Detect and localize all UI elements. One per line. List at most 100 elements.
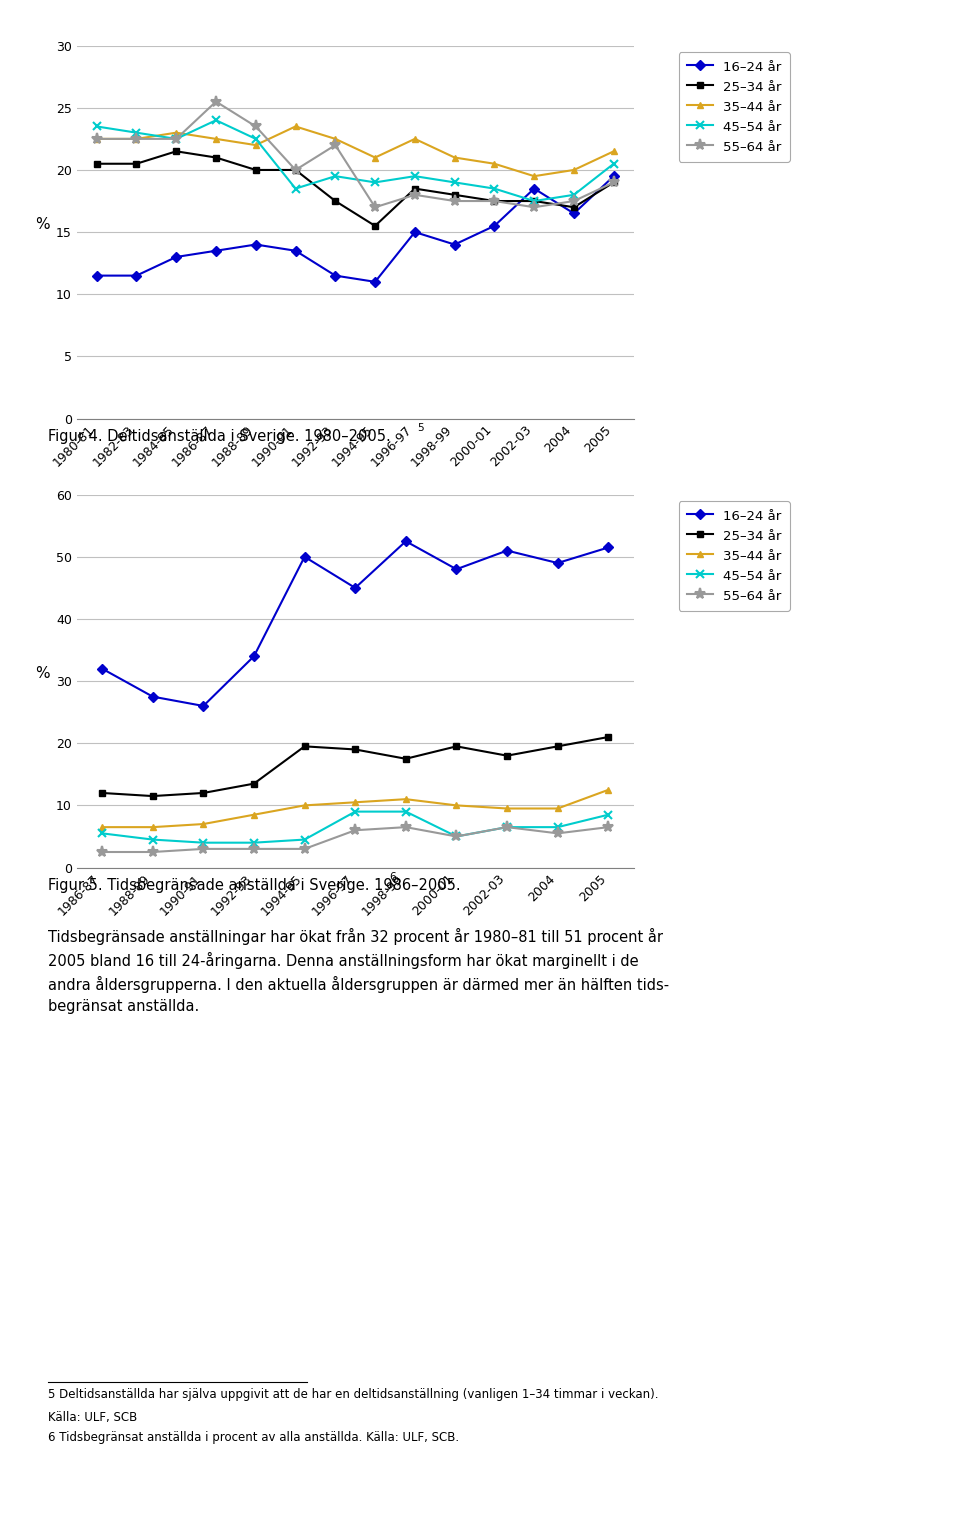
45–54 år: [450, 828, 462, 846]
35–44 år: [329, 129, 341, 148]
25–34 år: [290, 161, 301, 180]
25–34 år: [608, 174, 619, 192]
25–34 år: [171, 142, 182, 160]
Line: 55–64 år: 55–64 år: [91, 96, 619, 213]
45–54 år: [131, 123, 142, 142]
35–44 år: [210, 129, 222, 148]
25–34 år: [528, 192, 540, 210]
55–64 år: [603, 817, 614, 836]
25–34 år: [370, 216, 381, 234]
45–54 år: [329, 167, 341, 186]
25–34 år: [603, 728, 614, 746]
45–54 år: [409, 167, 420, 186]
55–64 år: [198, 840, 209, 858]
45–54 år: [608, 155, 619, 174]
55–64 år: [409, 186, 420, 204]
35–44 år: [370, 149, 381, 167]
45–54 år: [290, 180, 301, 198]
35–44 år: [409, 129, 420, 148]
16–24 år: [329, 266, 341, 285]
25–34 år: [249, 775, 260, 793]
45–54 år: [250, 129, 261, 148]
55–64 år: [290, 161, 301, 180]
16–24 år: [290, 242, 301, 260]
35–44 år: [608, 142, 619, 160]
16–24 år: [501, 542, 513, 560]
55–64 år: [299, 840, 310, 858]
45–54 år: [449, 174, 461, 192]
Legend: 16–24 år, 25–34 år, 35–44 år, 45–54 år, 55–64 år: 16–24 år, 25–34 år, 35–44 år, 45–54 år, …: [679, 501, 790, 610]
16–24 år: [91, 266, 103, 285]
Line: 55–64 år: 55–64 år: [97, 822, 613, 857]
16–24 år: [568, 204, 580, 222]
55–64 år: [528, 198, 540, 216]
55–64 år: [250, 117, 261, 135]
16–24 år: [171, 248, 182, 266]
35–44 år: [91, 129, 103, 148]
25–34 år: [552, 737, 564, 755]
Line: 45–54 år: 45–54 år: [92, 116, 618, 205]
35–44 år: [450, 796, 462, 814]
Text: 6: 6: [389, 872, 396, 883]
25–34 år: [450, 737, 462, 755]
45–54 år: [147, 831, 158, 849]
Line: 45–54 år: 45–54 år: [98, 808, 612, 846]
35–44 år: [198, 814, 209, 833]
55–64 år: [501, 817, 513, 836]
Legend: 16–24 år, 25–34 år, 35–44 år, 45–54 år, 55–64 år: 16–24 år, 25–34 år, 35–44 år, 45–54 år, …: [679, 52, 790, 161]
16–24 år: [198, 697, 209, 715]
25–34 år: [489, 192, 500, 210]
16–24 år: [409, 222, 420, 240]
55–64 år: [400, 817, 412, 836]
Y-axis label: %: %: [35, 667, 49, 680]
55–64 år: [91, 129, 103, 148]
25–34 år: [349, 740, 361, 758]
45–54 år: [568, 186, 580, 204]
45–54 år: [528, 192, 540, 210]
25–34 år: [210, 149, 222, 167]
Y-axis label: %: %: [35, 218, 50, 231]
35–44 år: [603, 781, 614, 799]
Line: 16–24 år: 16–24 år: [93, 172, 617, 285]
35–44 år: [449, 149, 461, 167]
25–34 år: [501, 746, 513, 764]
55–64 år: [349, 822, 361, 840]
35–44 år: [552, 799, 564, 817]
55–64 år: [171, 129, 182, 148]
25–34 år: [131, 155, 142, 174]
55–64 år: [329, 135, 341, 154]
25–34 år: [91, 155, 103, 174]
16–24 år: [210, 242, 222, 260]
45–54 år: [198, 834, 209, 852]
16–24 år: [489, 216, 500, 234]
25–34 år: [250, 161, 261, 180]
55–64 år: [568, 192, 580, 210]
35–44 år: [249, 805, 260, 823]
25–34 år: [400, 750, 412, 769]
35–44 år: [96, 817, 108, 836]
16–24 år: [400, 533, 412, 551]
55–64 år: [449, 192, 461, 210]
35–44 år: [568, 161, 580, 180]
55–64 år: [450, 828, 462, 846]
25–34 år: [329, 192, 341, 210]
16–24 år: [250, 236, 261, 254]
16–24 år: [147, 688, 158, 706]
16–24 år: [299, 548, 310, 566]
55–64 år: [552, 825, 564, 843]
35–44 år: [489, 155, 500, 174]
25–34 år: [299, 737, 310, 755]
Text: 5 Deltidsanställda har själva uppgivit att de har en deltidsanställning (vanlige: 5 Deltidsanställda har själva uppgivit a…: [48, 1388, 659, 1402]
16–24 år: [96, 659, 108, 677]
35–44 år: [131, 129, 142, 148]
35–44 år: [147, 817, 158, 836]
45–54 år: [299, 831, 310, 849]
55–64 år: [131, 129, 142, 148]
55–64 år: [608, 174, 619, 192]
16–24 år: [349, 578, 361, 597]
45–54 år: [603, 805, 614, 823]
55–64 år: [210, 93, 222, 111]
55–64 år: [96, 843, 108, 861]
45–54 år: [171, 129, 182, 148]
45–54 år: [349, 802, 361, 820]
